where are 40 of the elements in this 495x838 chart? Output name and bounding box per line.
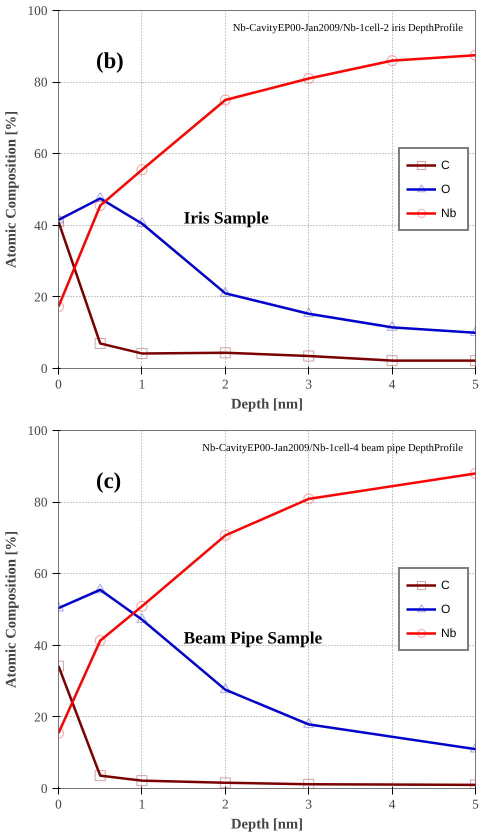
x-tick-label: 5 xyxy=(472,376,480,392)
annotation: (c) xyxy=(96,468,122,494)
annotation: Nb-CavityEP00-Jan2009/Nb-1cell-2 iris DepthProfile xyxy=(232,22,464,34)
x-tick-label: 2 xyxy=(222,796,229,812)
x-tick-label: 0 xyxy=(55,376,62,392)
y-tick-label: 80 xyxy=(34,494,48,510)
y-tick-label: 100 xyxy=(28,423,48,438)
x-tick-label: 0 xyxy=(55,796,62,812)
legend-label: Nb xyxy=(441,206,458,220)
y-tick-label: 80 xyxy=(34,74,48,90)
x-tick-label: 4 xyxy=(388,796,396,812)
legend-label: C xyxy=(441,158,451,172)
x-axis-title: Depth [nm] xyxy=(230,816,304,832)
x-tick-label: 1 xyxy=(138,796,146,812)
y-tick-label: 40 xyxy=(34,218,48,233)
y-tick-label: 20 xyxy=(34,289,48,304)
legend-label: Nb xyxy=(441,626,458,640)
x-axis-title: Depth [nm] xyxy=(230,396,304,412)
annotation: Nb-CavityEP00-Jan2009/Nb-1cell-4 beam pipe DepthProfile xyxy=(202,442,464,454)
legend-label: C xyxy=(441,578,451,592)
x-tick-label: 3 xyxy=(305,796,312,812)
legend-label: O xyxy=(441,182,452,196)
x-tick-label: 5 xyxy=(472,796,480,812)
y-axis-title: Atomic Composition [%] xyxy=(4,110,20,268)
annotation: Iris Sample xyxy=(184,208,270,228)
annotation: Beam Pipe Sample xyxy=(184,628,323,648)
y-axis-title: Atomic Composition [%] xyxy=(4,530,20,688)
legend-label: O xyxy=(441,602,452,616)
y-tick-label: 60 xyxy=(34,566,48,582)
y-tick-label: 40 xyxy=(34,638,48,653)
x-tick-label: 3 xyxy=(305,376,312,392)
y-tick-label: 20 xyxy=(34,709,48,724)
x-tick-label: 4 xyxy=(388,376,396,392)
y-tick-label: 60 xyxy=(34,146,48,162)
y-tick-label: 0 xyxy=(40,361,48,376)
x-tick-label: 2 xyxy=(222,376,229,392)
y-tick-label: 100 xyxy=(28,3,48,18)
annotation: (b) xyxy=(96,48,124,74)
x-tick-label: 1 xyxy=(138,376,146,392)
y-tick-label: 0 xyxy=(40,781,48,796)
